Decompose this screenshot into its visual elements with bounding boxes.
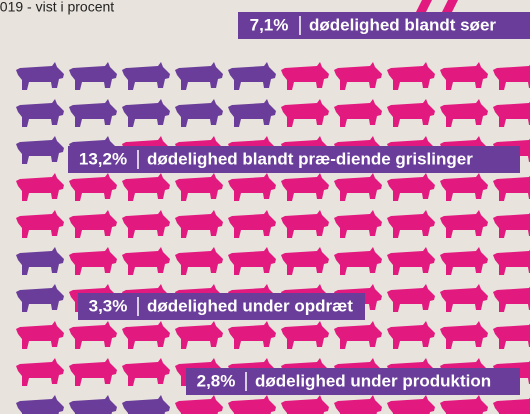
- label-value: 13,2%: [79, 149, 127, 168]
- label-box: [78, 293, 365, 320]
- labels: 7,1% dødelighed blandt søer 13,2% dødelighe…: [68, 12, 530, 395]
- label-box: [186, 368, 520, 395]
- label-text: dødelighed under opdræt: [147, 296, 353, 315]
- label-box: [68, 146, 520, 173]
- label-text: dødelighed blandt præ-diende grislinger: [147, 149, 473, 168]
- label-text: dødelighed under produktion: [255, 371, 491, 390]
- label-text: dødelighed blandt søer: [309, 15, 496, 34]
- label-value: 3,3%: [89, 296, 128, 315]
- decoration: [416, 0, 458, 12]
- subtitle: 2019 - vist i procent: [0, 0, 114, 15]
- label-value: 2,8%: [197, 371, 236, 390]
- label-box: [238, 12, 530, 39]
- label-value: 7,1%: [250, 15, 289, 34]
